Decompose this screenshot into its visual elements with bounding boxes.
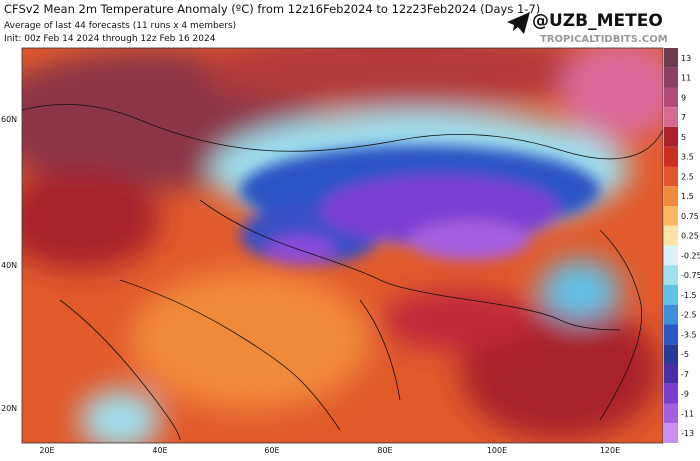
colorbar-label: -3.5 xyxy=(681,330,697,339)
colorbar-swatch xyxy=(664,225,678,246)
colorbar-swatch xyxy=(664,304,678,325)
colorbar-label: 11 xyxy=(681,74,691,83)
colorbar-label: -13 xyxy=(681,429,694,438)
colorbar-label: 1.5 xyxy=(681,192,694,201)
lon-label: 40E xyxy=(152,446,167,455)
colorbar-label: -0.75 xyxy=(681,271,700,280)
colorbar-label: -2.5 xyxy=(681,311,697,320)
colorbar-label: -0.25 xyxy=(681,251,700,260)
lon-label: 100E xyxy=(487,446,507,455)
colorbar-label: 13 xyxy=(681,54,691,63)
handle: @UZB_METEO xyxy=(532,11,663,31)
colorbar-label: 0.75 xyxy=(681,212,699,221)
colorbar-label: 7 xyxy=(681,113,686,122)
colorbar-swatch xyxy=(664,206,678,226)
colorbar-label: -5 xyxy=(681,350,689,359)
colorbar-label: -11 xyxy=(681,409,694,418)
title: CFSv2 Mean 2m Temperature Anomaly (ºC) f… xyxy=(4,2,540,16)
colorbar-label: 5 xyxy=(681,133,686,142)
lon-label: 20E xyxy=(39,446,54,455)
colorbar-label: 0.25 xyxy=(681,232,699,241)
colorbar-swatch xyxy=(664,265,678,285)
colorbar-swatch xyxy=(664,186,678,206)
colorbar-label: 9 xyxy=(681,93,686,102)
colorbar-label: 3.5 xyxy=(681,153,694,162)
colorbar-swatch xyxy=(664,324,678,345)
lon-label: 60E xyxy=(264,446,279,455)
init-text: Init: 00z Feb 14 2024 through 12z Feb 16… xyxy=(4,34,216,44)
colorbar-swatch xyxy=(664,48,678,68)
map-frame xyxy=(21,47,664,444)
colorbar-label: -7 xyxy=(681,370,689,379)
colorbar-swatch xyxy=(664,127,678,147)
colorbar: 13 11 9 7 5 3.5 2.5 1.5 0.75 0.25 -0.25 -0.75 -1.5 -2… xyxy=(664,48,700,443)
colorbar-swatch xyxy=(664,245,678,266)
colorbar-swatch xyxy=(664,107,678,127)
subtitle: Average of last 44 forecasts (11 runs x … xyxy=(4,21,236,31)
lat-label: 60N xyxy=(1,115,17,124)
lon-label: 120E xyxy=(600,446,620,455)
colorbar-label: -9 xyxy=(681,390,689,399)
source: TROPICALTIDBITS.COM xyxy=(540,34,668,45)
lat-label: 20N xyxy=(1,404,17,413)
lon-label: 80E xyxy=(377,446,392,455)
axis-labels: 60N 40N 20N 20E 40E 60E 80E 100E 120E xyxy=(1,115,620,455)
colorbar-swatch xyxy=(664,285,678,305)
colorbar-swatch xyxy=(664,87,678,108)
colorbar-swatch xyxy=(664,67,678,88)
colorbar-swatch xyxy=(664,403,678,424)
colorbar-swatch xyxy=(664,344,678,364)
colorbar-swatch xyxy=(664,146,678,167)
colorbar-swatch xyxy=(664,364,678,384)
colorbar-label: 2.5 xyxy=(681,172,694,181)
map xyxy=(22,48,663,443)
colorbar-swatch xyxy=(664,166,678,187)
colorbar-label: -1.5 xyxy=(681,291,697,300)
colorbar-swatch xyxy=(664,383,678,404)
lat-label: 40N xyxy=(1,261,17,270)
telegram-icon xyxy=(507,12,530,34)
colorbar-swatch xyxy=(664,423,678,443)
